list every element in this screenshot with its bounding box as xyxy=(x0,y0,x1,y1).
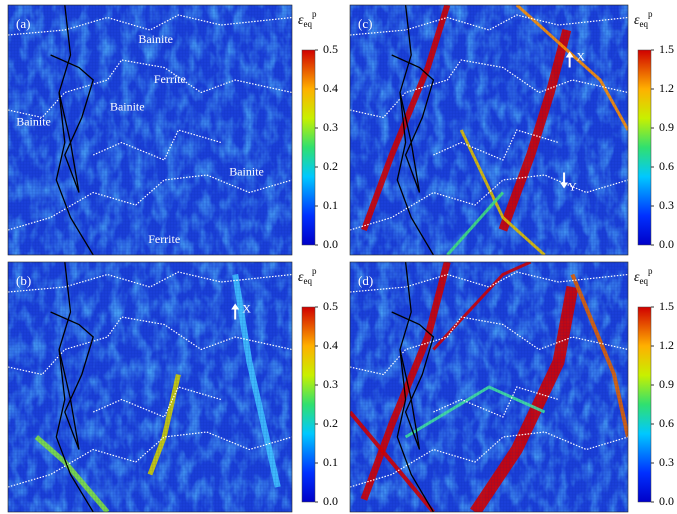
colorbar-tick-label: 0.1 xyxy=(323,198,338,212)
colorbar-tick-label: 0.0 xyxy=(323,494,338,508)
strain-map xyxy=(350,262,628,512)
colorbar xyxy=(302,307,315,502)
colorbar-label: εeqp xyxy=(634,9,653,29)
colorbar-superscript: p xyxy=(648,9,653,19)
colorbar xyxy=(638,307,651,502)
colorbar-tick-label: 0.3 xyxy=(659,455,674,469)
annotation: X xyxy=(242,301,251,315)
annotation: Bainite xyxy=(110,99,145,113)
annotation: Ferrite xyxy=(148,232,180,246)
colorbar-label: εeqp xyxy=(298,266,317,286)
panel-label: (b) xyxy=(16,273,31,288)
colorbar-tick-label: 0.9 xyxy=(659,377,674,391)
colorbar-tick-label: 0.3 xyxy=(659,198,674,212)
colorbar-tick-label: 0.0 xyxy=(323,237,338,251)
colorbar-tick-label: 0.1 xyxy=(323,455,338,469)
annotation: Bainite xyxy=(138,32,173,46)
colorbar xyxy=(638,50,651,245)
colorbar-tick-label: 0.5 xyxy=(323,299,338,313)
figure: (a) Bainite Ferrite Bainite Bainite Bainite Fe… xyxy=(0,0,677,514)
colorbar-subscript: eq xyxy=(304,276,313,286)
colorbar-tick-label: 0.3 xyxy=(323,120,338,134)
annotation: Ferrite xyxy=(154,72,186,86)
colorbar-tick-label: 0.4 xyxy=(323,338,338,352)
panel: (a) Bainite Ferrite Bainite Bainite Bainite Fe… xyxy=(8,5,338,255)
colorbar-tick-label: 0.2 xyxy=(323,416,338,430)
colorbar-subscript: eq xyxy=(640,19,649,29)
colorbar-superscript: p xyxy=(312,266,317,276)
annotation: Bainite xyxy=(229,164,264,178)
strain-map xyxy=(350,5,628,255)
colorbar xyxy=(302,50,315,245)
colorbar-subscript: eq xyxy=(640,276,649,286)
colorbar-label: εeqp xyxy=(634,266,653,286)
colorbar-superscript: p xyxy=(312,9,317,19)
colorbar-tick-label: 0.6 xyxy=(659,159,674,173)
colorbar-tick-label: 0.0 xyxy=(659,494,674,508)
panel-label: (d) xyxy=(358,273,373,288)
colorbar-tick-label: 1.2 xyxy=(659,338,674,352)
colorbar-label: εeqp xyxy=(298,9,317,29)
strain-map xyxy=(8,262,292,512)
map-grid xyxy=(350,262,628,512)
colorbar-tick-label: 0.5 xyxy=(323,42,338,56)
colorbar-tick-label: 0.9 xyxy=(659,120,674,134)
colorbar-subscript: eq xyxy=(304,19,313,29)
colorbar-tick-label: 1.5 xyxy=(659,299,674,313)
colorbar-tick-label: 0.6 xyxy=(659,416,674,430)
colorbar-tick-label: 1.2 xyxy=(659,81,674,95)
colorbar-tick-label: 0.3 xyxy=(323,377,338,391)
panel-label: (a) xyxy=(16,16,30,31)
colorbar-tick-label: 0.0 xyxy=(659,237,674,251)
panel: (d) εeqp 0.0 0.3 0.6 0.9 1.2 1.5 xyxy=(350,262,674,512)
panel-label: (c) xyxy=(358,16,372,31)
colorbar-tick-label: 1.5 xyxy=(659,42,674,56)
map-grid xyxy=(8,262,292,512)
map-grid xyxy=(350,5,628,255)
annotation: X xyxy=(576,49,585,63)
annotation: Y xyxy=(568,179,577,193)
colorbar-superscript: p xyxy=(648,266,653,276)
colorbar-tick-label: 0.2 xyxy=(323,159,338,173)
colorbar-tick-label: 0.4 xyxy=(323,81,338,95)
annotation: Bainite xyxy=(16,114,51,128)
